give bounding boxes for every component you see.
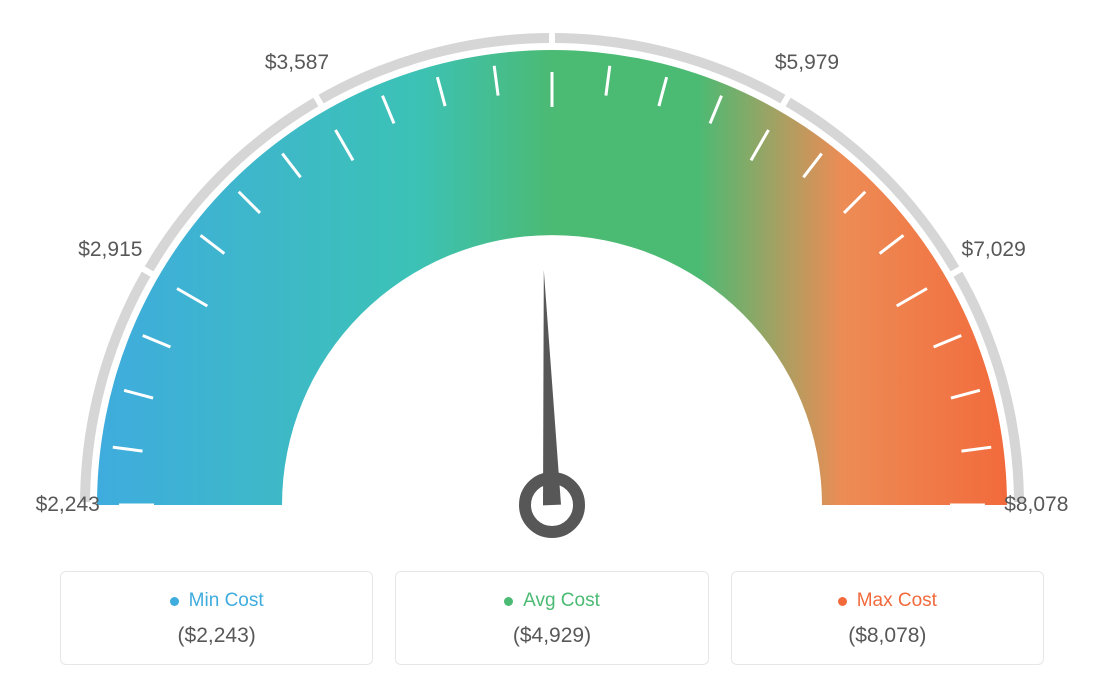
max-cost-value: ($8,078) bbox=[752, 624, 1023, 648]
cost-cards-row: Min Cost ($2,243) Avg Cost ($4,929) Max … bbox=[60, 571, 1044, 665]
avg-cost-label: Avg Cost bbox=[523, 590, 600, 612]
max-cost-dot bbox=[838, 597, 847, 606]
min-cost-label: Min Cost bbox=[189, 590, 264, 612]
gauge-tick-label: $2,915 bbox=[78, 238, 142, 262]
gauge-tick-label: $7,029 bbox=[962, 238, 1026, 262]
max-cost-label: Max Cost bbox=[857, 590, 937, 612]
avg-cost-title: Avg Cost bbox=[416, 590, 687, 612]
max-cost-card: Max Cost ($8,078) bbox=[731, 571, 1044, 665]
avg-cost-card: Avg Cost ($4,929) bbox=[395, 571, 708, 665]
min-cost-value: ($2,243) bbox=[81, 624, 352, 648]
avg-cost-value: ($4,929) bbox=[416, 624, 687, 648]
gauge-tick-label: $2,243 bbox=[36, 493, 100, 517]
gauge-area: $2,243$2,915$3,587$4,929$5,979$7,029$8,0… bbox=[0, 0, 1104, 545]
gauge-chart-container: $2,243$2,915$3,587$4,929$5,979$7,029$8,0… bbox=[0, 0, 1104, 690]
gauge-tick-label: $8,078 bbox=[1004, 493, 1068, 517]
gauge-svg bbox=[0, 0, 1104, 545]
min-cost-card: Min Cost ($2,243) bbox=[60, 571, 373, 665]
max-cost-title: Max Cost bbox=[752, 590, 1023, 612]
min-cost-title: Min Cost bbox=[81, 590, 352, 612]
gauge-tick-label: $3,587 bbox=[265, 51, 329, 75]
avg-cost-dot bbox=[504, 597, 513, 606]
min-cost-dot bbox=[170, 597, 179, 606]
gauge-tick-label: $5,979 bbox=[775, 51, 839, 75]
